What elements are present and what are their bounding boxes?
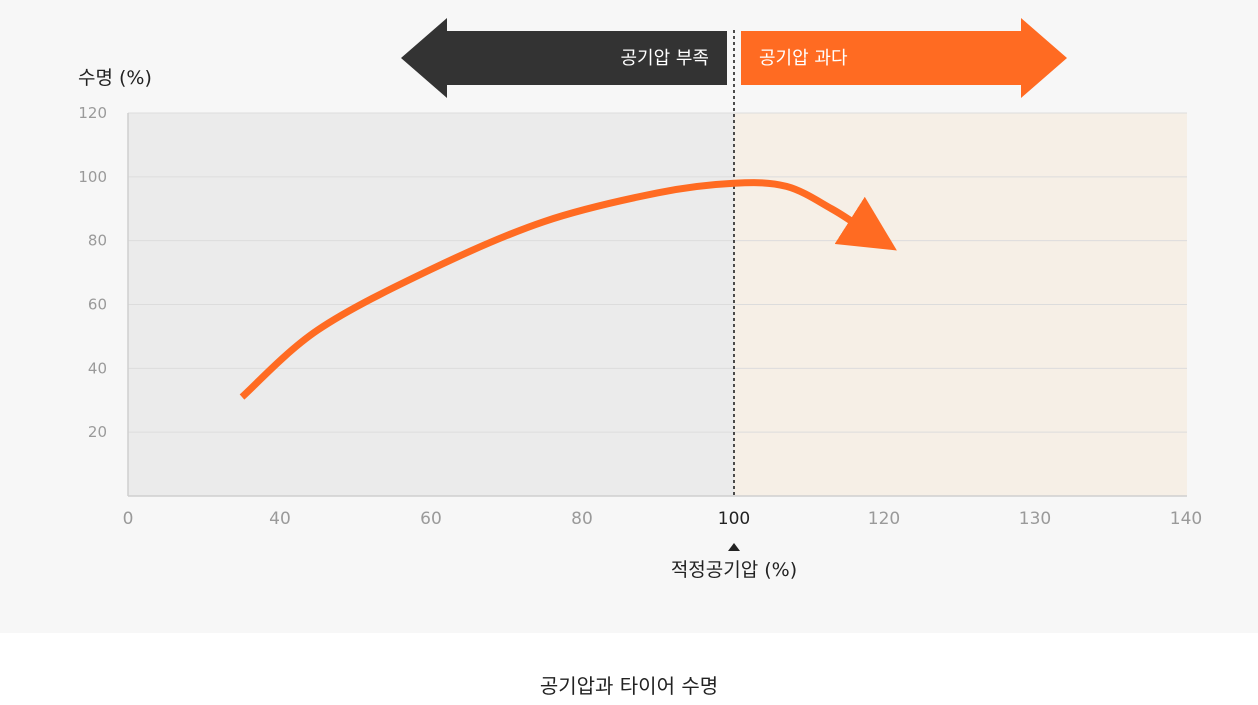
y-axis-title: 수명 (%)	[78, 67, 152, 89]
tire-life-curve	[239, 179, 897, 400]
y-tick-label: 60	[88, 296, 107, 314]
figure-caption: 공기압과 타이어 수명	[539, 674, 719, 698]
y-tick-labels: 20 40 60 80 100 120	[78, 104, 107, 441]
under-inflation-label: 공기압 부족	[620, 48, 709, 69]
y-tick-label: 20	[88, 423, 107, 441]
y-tick-label: 80	[88, 232, 107, 250]
x-tick-label: 140	[1170, 509, 1202, 529]
x-tick-label: 0	[123, 509, 134, 529]
x-tick-label: 120	[868, 509, 900, 529]
x-tick-label: 130	[1019, 509, 1051, 529]
y-tick-label: 40	[88, 359, 107, 377]
y-tick-label: 120	[78, 104, 107, 122]
tire-life-chart: 20 40 60 80 100 120 0 40 60 80 100 120 130 140 공기압 부…	[78, 18, 1203, 581]
gridlines	[128, 112, 1187, 433]
x-axis-title: 적정공기압 (%)	[671, 559, 797, 581]
over-inflation-arrow	[741, 18, 1067, 98]
optimal-marker-triangle	[728, 543, 740, 551]
y-tick-label: 100	[78, 168, 107, 186]
x-tick-label: 60	[420, 509, 442, 529]
x-tick-label: 40	[269, 509, 291, 529]
over-inflation-label: 공기압 과다	[759, 48, 848, 69]
x-tick-label: 100	[718, 509, 750, 529]
x-tick-label: 80	[571, 509, 593, 529]
under-inflation-arrow	[401, 18, 727, 98]
x-tick-labels: 0 40 60 80 100 120 130 140	[123, 509, 1203, 529]
